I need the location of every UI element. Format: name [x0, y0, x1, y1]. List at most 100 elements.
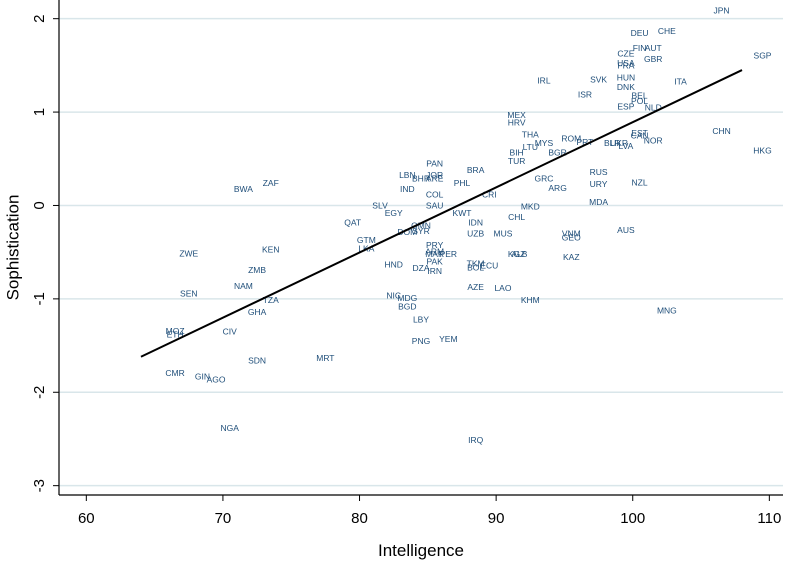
point-label-tza: TZA [263, 295, 279, 305]
point-label-zwe: ZWE [179, 248, 198, 258]
point-label-gha: GHA [248, 307, 267, 317]
point-label-prt: PRT [576, 137, 593, 147]
point-label-ukr: UKR [610, 138, 628, 148]
point-label-hun: HUN [617, 73, 635, 83]
point-label-svk: SVK [590, 75, 607, 85]
point-label-gtm: GTM [357, 235, 376, 245]
point-label-cze: CZE [617, 48, 634, 58]
point-label-qat: QAT [344, 217, 361, 227]
point-label-hnd: HND [384, 259, 402, 269]
point-label-cmr: CMR [165, 368, 184, 378]
point-label-bwa: BWA [234, 184, 253, 194]
point-label-mys: MYS [535, 138, 554, 148]
point-label-rom: ROM [561, 133, 581, 143]
point-label-alb: ALB [511, 249, 527, 259]
point-label-ecu: ECU [480, 260, 498, 270]
point-label-sau: SAU [426, 201, 443, 211]
gridlines [59, 17, 783, 487]
point-label-chl: CHL [508, 212, 525, 222]
point-label-pry: PRY [426, 240, 444, 250]
point-label-ago: AGO [207, 374, 226, 384]
x-tick-label: 60 [78, 510, 95, 527]
point-label-omn: OMN [411, 220, 431, 230]
point-label-zmb: ZMB [248, 265, 266, 275]
point-label-dnk: DNK [617, 82, 635, 92]
point-label-syr: SYR [412, 226, 429, 236]
point-label-col: COL [426, 189, 444, 199]
point-label-tur: TUR [508, 156, 525, 166]
point-label-egy: EGY [385, 208, 403, 218]
point-label-ind: IND [400, 184, 415, 194]
point-label-gin: GIN [195, 372, 210, 382]
point-label-civ: CIV [223, 327, 238, 337]
point-label-mng: MNG [657, 305, 677, 315]
point-label-slv: SLV [372, 201, 388, 211]
point-label-kgz: KGZ [508, 249, 525, 259]
point-label-nam: NAM [234, 281, 253, 291]
point-label-eth: ETH [167, 330, 184, 340]
point-label-rus: RUS [590, 167, 608, 177]
x-tick-label: 110 [757, 510, 781, 527]
point-label-per: PER [440, 249, 457, 259]
point-label-hrv: HRV [508, 118, 526, 128]
point-label-grc: GRC [534, 174, 553, 184]
point-label-bhr: BHR [412, 174, 430, 184]
point-label-esp: ESP [617, 102, 634, 112]
point-label-pan: PAN [426, 159, 443, 169]
point-label-mdg: MDG [397, 293, 417, 303]
point-label-mda: MDA [589, 197, 608, 207]
point-label-pol: POL [631, 96, 648, 106]
point-label-ken: KEN [262, 245, 279, 255]
point-label-sdn: SDN [248, 356, 266, 366]
point-label-geo: GEO [562, 232, 581, 242]
y-tick-label: 2 [31, 15, 48, 23]
point-label-aus: AUS [617, 225, 635, 235]
point-label-zaf: ZAF [263, 178, 279, 188]
point-label-dza: DZA [413, 263, 430, 273]
point-label-nld: NLD [645, 103, 662, 113]
point-label-irn: IRN [427, 266, 442, 276]
point-label-bra: BRA [467, 165, 485, 175]
point-label-irq: IRQ [468, 435, 484, 445]
point-label-are: ARE [426, 174, 444, 184]
y-tick-label: -2 [31, 386, 48, 399]
point-label-ltu: LTU [523, 142, 538, 152]
point-label-bih: BIH [510, 147, 524, 157]
point-label-jpn: JPN [713, 5, 729, 15]
point-label-gbr: GBR [644, 54, 662, 64]
point-label-bgd: BGD [398, 302, 416, 312]
y-axis-title: Sophistication [3, 195, 22, 301]
point-label-ury: URY [590, 179, 608, 189]
point-label-blr: BLR [604, 138, 621, 148]
point-label-usa: USA [617, 58, 635, 68]
point-label-lao: LAO [494, 283, 511, 293]
point-label-arg: ARG [548, 183, 566, 193]
point-label-nzl: NZL [632, 177, 648, 187]
point-label-fra: FRA [617, 61, 634, 71]
x-axis-title: Intelligence [378, 541, 464, 560]
fit-line-group [140, 69, 743, 358]
point-label-aze: AZE [467, 282, 484, 292]
point-label-cri: CRI [482, 189, 497, 199]
point-label-kwt: KWT [453, 208, 472, 218]
point-label-mkd: MKD [521, 202, 540, 212]
point-label-dom: DOM [397, 227, 417, 237]
point-label-phl: PHL [454, 178, 471, 188]
point-label-can: CAN [631, 131, 649, 141]
point-label-arm: ARM [425, 246, 444, 256]
x-tick-label: 90 [488, 510, 505, 527]
point-label-vnm: VNM [562, 229, 581, 239]
point-label-mrt: MRT [316, 353, 334, 363]
point-label-lva: LVA [618, 141, 633, 151]
point-label-irl: IRL [537, 76, 551, 86]
ticks: -3 -2 -1 0 1 2 60 70 80 90 100 110 [31, 15, 781, 527]
x-tick-label: 70 [215, 510, 232, 527]
point-label-jor: JOR [426, 170, 443, 180]
point-label-hkg: HKG [753, 146, 771, 156]
point-label-mar: MAR [425, 249, 444, 259]
y-tick-label: -3 [31, 479, 48, 492]
x-tick-label: 100 [620, 510, 645, 527]
x-tick-label: 80 [351, 510, 368, 527]
point-label-bel: BEL [632, 90, 648, 100]
